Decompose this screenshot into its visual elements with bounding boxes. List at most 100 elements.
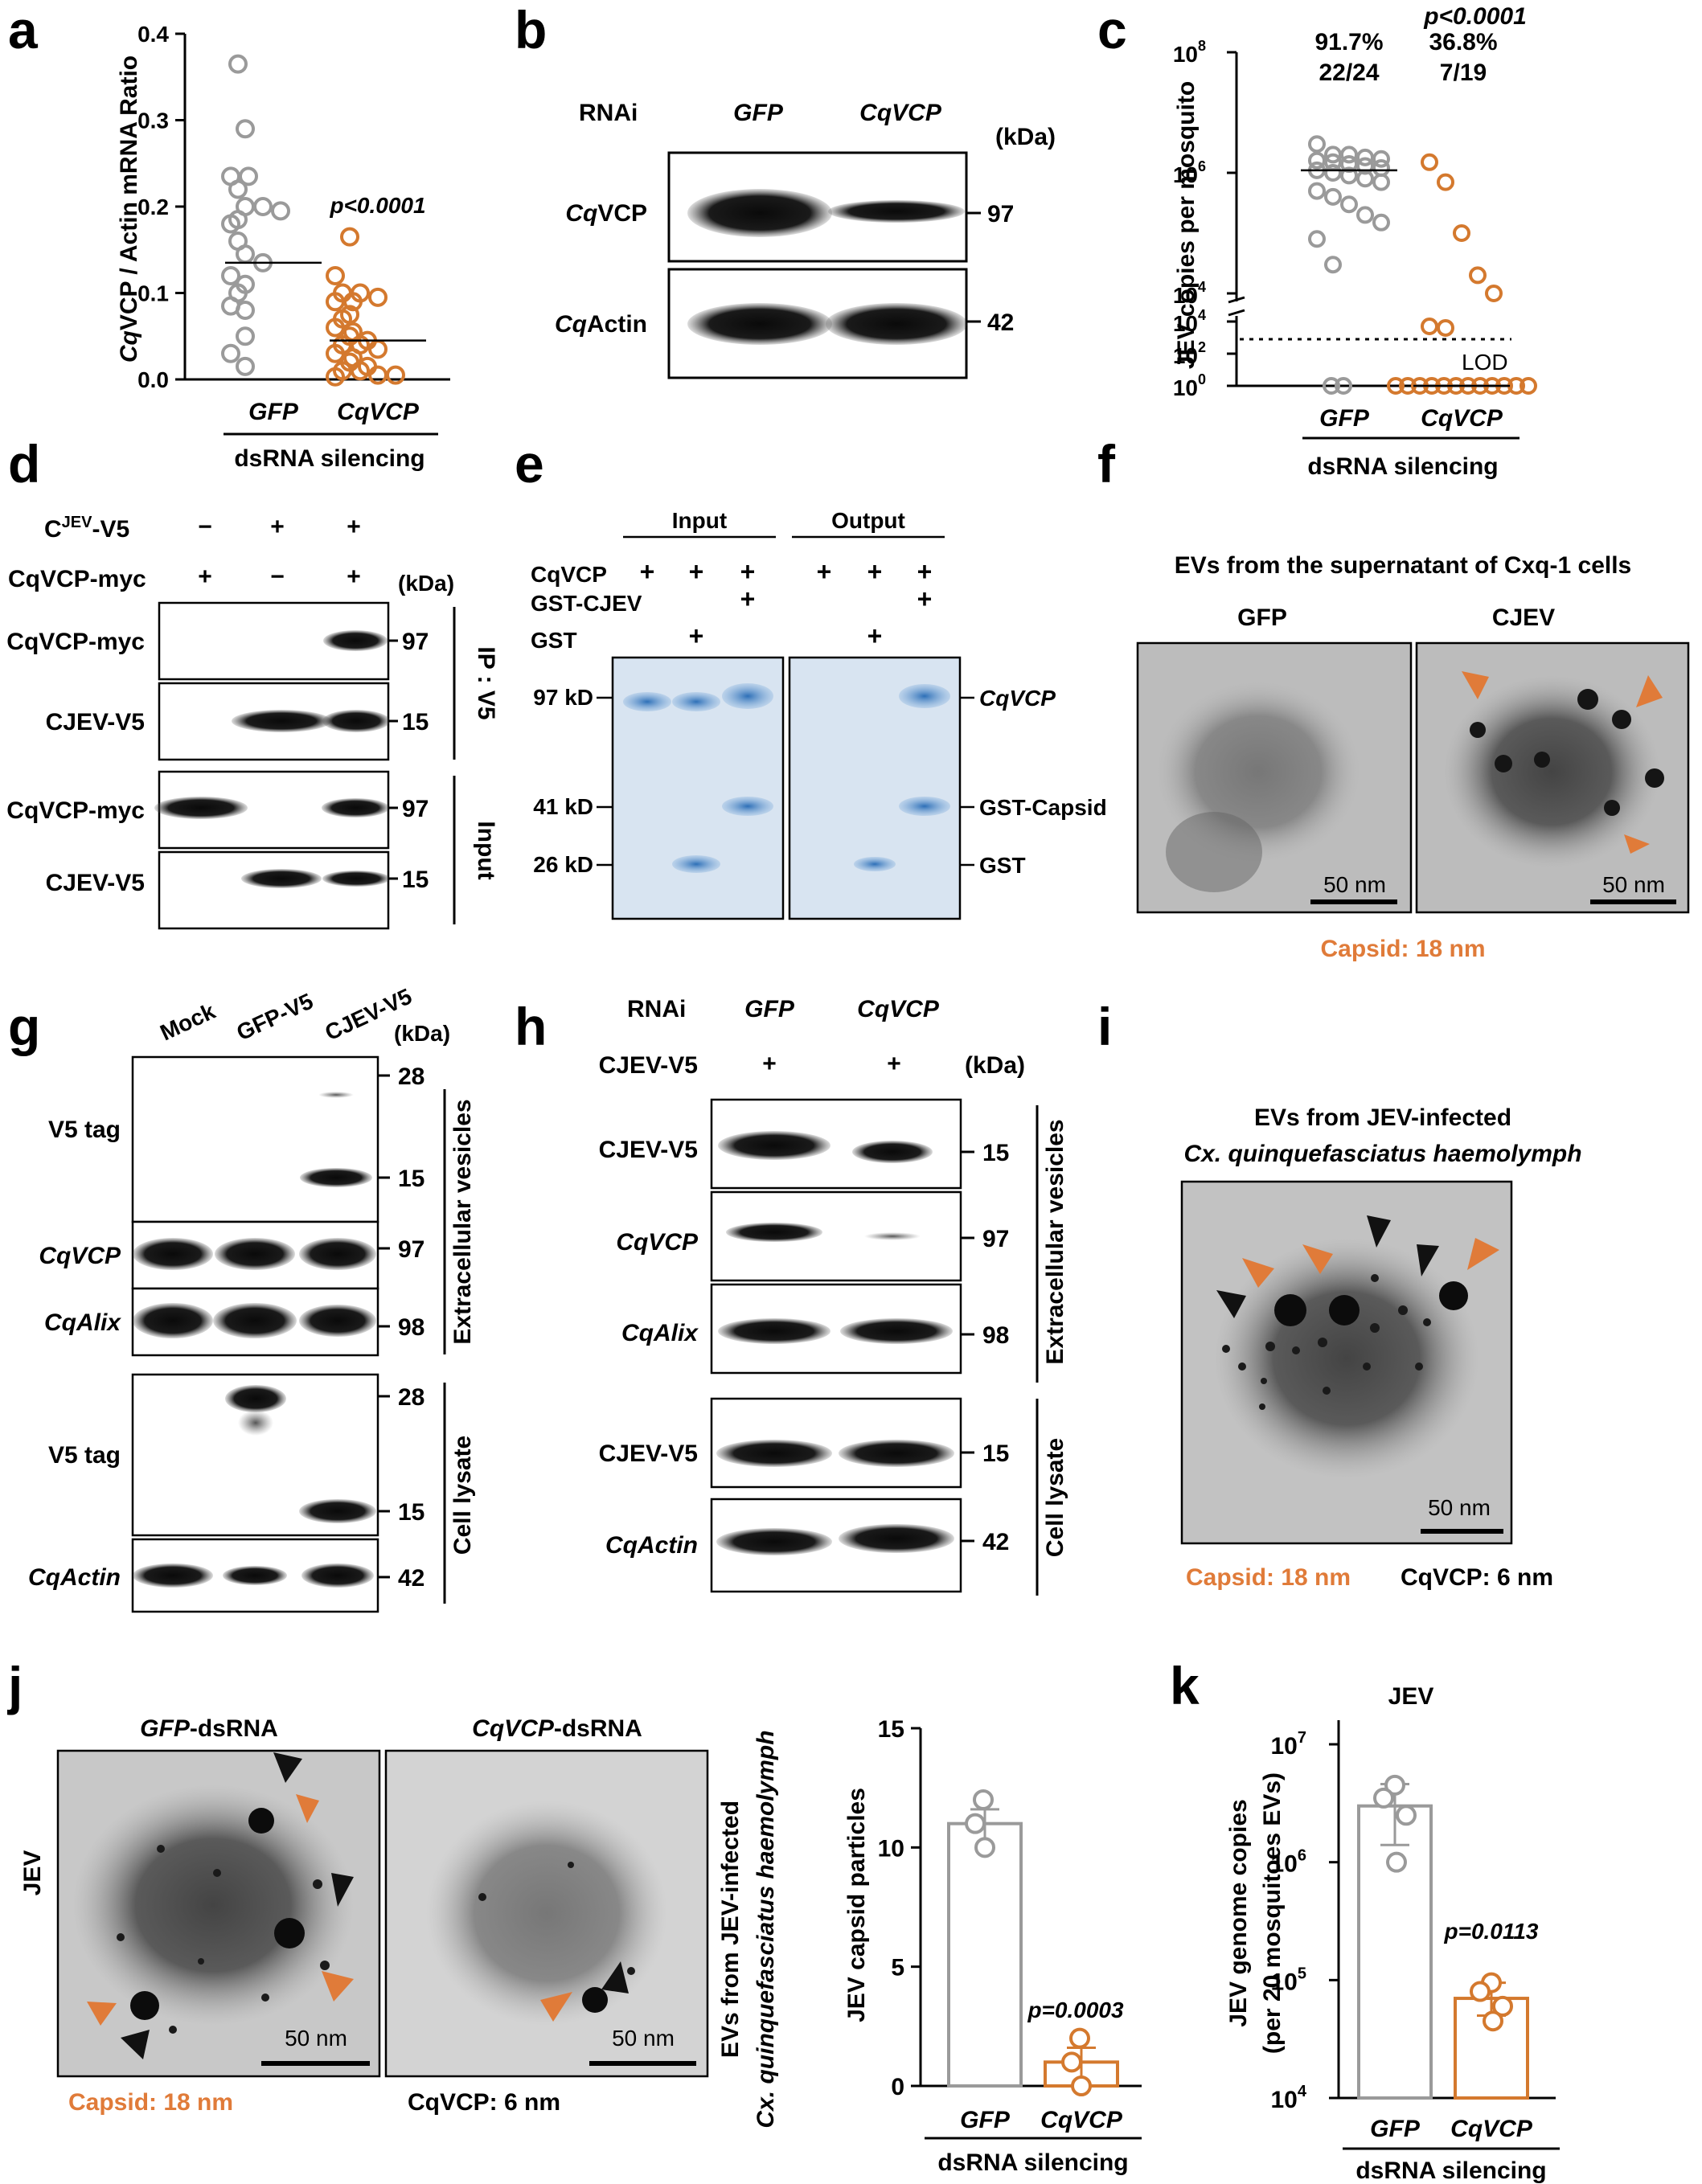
- panel-h-ev-label-2: CqVCP: [616, 1229, 699, 1256]
- panel-a-point: [343, 292, 363, 312]
- panel-e-band: [623, 692, 671, 711]
- panel-c-point: [1356, 157, 1374, 175]
- panel-e-band-label-2: GST-Capsid: [979, 795, 1107, 820]
- panel-h-band: [840, 1318, 953, 1344]
- panel-e-row-1-label: CqVCP: [531, 562, 607, 587]
- panel-j-point: [973, 1789, 994, 1810]
- panel-c-point: [1324, 256, 1342, 274]
- panel-i-caption-vcp: CqVCP: 6 nm: [1401, 1564, 1553, 1591]
- panel-f-caption: Capsid: 18 nm: [1320, 936, 1485, 962]
- panel-h-ev-label-3: CqAlix: [621, 1320, 699, 1346]
- panel-g-kda: 28: [398, 1384, 424, 1411]
- panel-g-band: [223, 1566, 287, 1585]
- panel-e-sign: +: [689, 621, 704, 650]
- panel-e-marker-1: 97 kD: [533, 685, 593, 710]
- panel-e-sign: +: [917, 557, 933, 586]
- panel-e-band-label-1: CqVCP: [979, 686, 1056, 711]
- panel-c-point: [1356, 148, 1374, 166]
- panel-e-band: [722, 797, 773, 816]
- panel-c-vcp-pct: 36.8%: [1429, 29, 1497, 55]
- panel-f-image-1-label: GFP: [1237, 604, 1287, 631]
- panel-k-ylabel-2: (per 20 mosquitoes EVs): [1259, 1772, 1286, 2054]
- panel-g-band: [133, 1303, 213, 1338]
- panel-k-point: [1373, 1787, 1394, 1809]
- panel-h-lane-2: CqVCP: [857, 996, 940, 1022]
- panel-d-sign: −: [198, 514, 212, 540]
- panel-g-band: [225, 1385, 286, 1412]
- panel-c-point: [1356, 170, 1374, 188]
- panel-g-kda: 15: [398, 1166, 424, 1192]
- panel-h-kda: 98: [982, 1322, 1009, 1349]
- panel-a-ytick-label: 0.2: [137, 195, 169, 219]
- panel-label-a: a: [8, 0, 39, 59]
- panel-b-lane-2: CqVCP: [859, 100, 942, 126]
- panel-j-ytick-label: 10: [878, 1835, 904, 1862]
- panel-c-point: [1308, 230, 1326, 248]
- panel-k-xlabel-2: CqVCP: [1450, 2116, 1533, 2142]
- panel-a-ytick-label: 0.4: [137, 22, 169, 47]
- panel-k-xlabel-1: GFP: [1370, 2116, 1421, 2142]
- panel-d-band: [322, 710, 390, 732]
- panel-j-scale-1: 50 nm: [285, 2026, 347, 2051]
- panel-h-band: [726, 1223, 822, 1242]
- panel-k-title: JEV: [1388, 1683, 1434, 1710]
- panel-h-lane-1: GFP: [744, 996, 795, 1022]
- panel-a-point: [326, 343, 345, 363]
- panel-j-image-2-label: CqVCP-dsRNA: [472, 1715, 642, 1742]
- panel-h-band: [718, 1131, 830, 1160]
- panel-c-xlabel-2: CqVCP: [1421, 405, 1503, 432]
- panel-j-side-2: Cx. quinquefasciatus haemolymph: [753, 1730, 779, 2128]
- panel-c-point: [1356, 206, 1374, 224]
- panel-d-blot-label: CJEV-V5: [46, 709, 145, 736]
- panel-j-ytick-label: 0: [891, 2074, 904, 2100]
- panel-b-blot: RNAi GFP CqVCP (kDa) CqVCP CqActin 97 42: [555, 100, 1056, 379]
- panel-g-kda: 97: [398, 1236, 424, 1263]
- panel-a-ylabel: CqVCP / Actin mRNA Ratio: [116, 55, 142, 363]
- panel-g-kda: 28: [398, 1063, 424, 1090]
- panel-d-band: [322, 871, 390, 887]
- panel-d-kda: 15: [402, 709, 429, 736]
- panel-a-point: [236, 244, 255, 264]
- panel-c-point: [1308, 151, 1326, 170]
- panel-b-band: [826, 303, 967, 345]
- panel-label-f: f: [1097, 434, 1116, 494]
- panel-d-band: [322, 798, 389, 817]
- panel-k-point: [1470, 1981, 1491, 2002]
- panel-c-point: [1421, 318, 1438, 336]
- panel-c-point: [1519, 377, 1537, 395]
- panel-c-vcp-frac: 7/19: [1440, 59, 1487, 86]
- panel-j-point: [1069, 2027, 1090, 2049]
- panel-g-band: [213, 1303, 297, 1338]
- panel-c-group-label: dsRNA silencing: [1307, 453, 1498, 480]
- panel-c-point: [1324, 164, 1342, 182]
- panel-j-point: [974, 1837, 995, 1858]
- panel-e-band: [899, 684, 950, 708]
- panel-j-xlabel-2: CqVCP: [1040, 2107, 1123, 2133]
- panel-a-chart: 0.0 0.1 0.2 0.3 0.4 CqVCP / Actin mRNA Ratio…: [116, 22, 450, 472]
- panel-d-band: [232, 710, 331, 732]
- panel-j-caption-capsid: Capsid: 18 nm: [68, 2089, 233, 2116]
- panel-j-ylabel: JEV capsid particles: [843, 1788, 870, 2022]
- panel-b-lane-1: GFP: [733, 100, 784, 126]
- panel-h-band: [716, 1528, 832, 1555]
- panel-d-band: [154, 797, 248, 819]
- panel-g-lysate-side: Cell lysate: [449, 1436, 476, 1555]
- panel-c-point: [1421, 153, 1438, 171]
- panel-c-point: [1324, 187, 1342, 206]
- panel-g-band: [133, 1563, 213, 1588]
- panel-a-point: [340, 227, 359, 247]
- panel-h-kda: 15: [982, 1140, 1009, 1166]
- panel-e-band: [672, 855, 720, 873]
- panel-e-band: [854, 857, 896, 871]
- panel-e-marker-2: 41 kD: [533, 794, 593, 819]
- panel-a-point: [271, 201, 290, 221]
- panel-c-point: [1372, 213, 1390, 232]
- panel-k-ytick-label: 104: [1271, 2083, 1307, 2113]
- panel-j-group-label: dsRNA silencing: [937, 2149, 1128, 2176]
- panel-c-point: [1372, 159, 1390, 178]
- panel-label-k: k: [1170, 1656, 1200, 1715]
- panel-g-band: [300, 1168, 372, 1187]
- panel-c-gfp-pct: 91.7%: [1314, 29, 1383, 55]
